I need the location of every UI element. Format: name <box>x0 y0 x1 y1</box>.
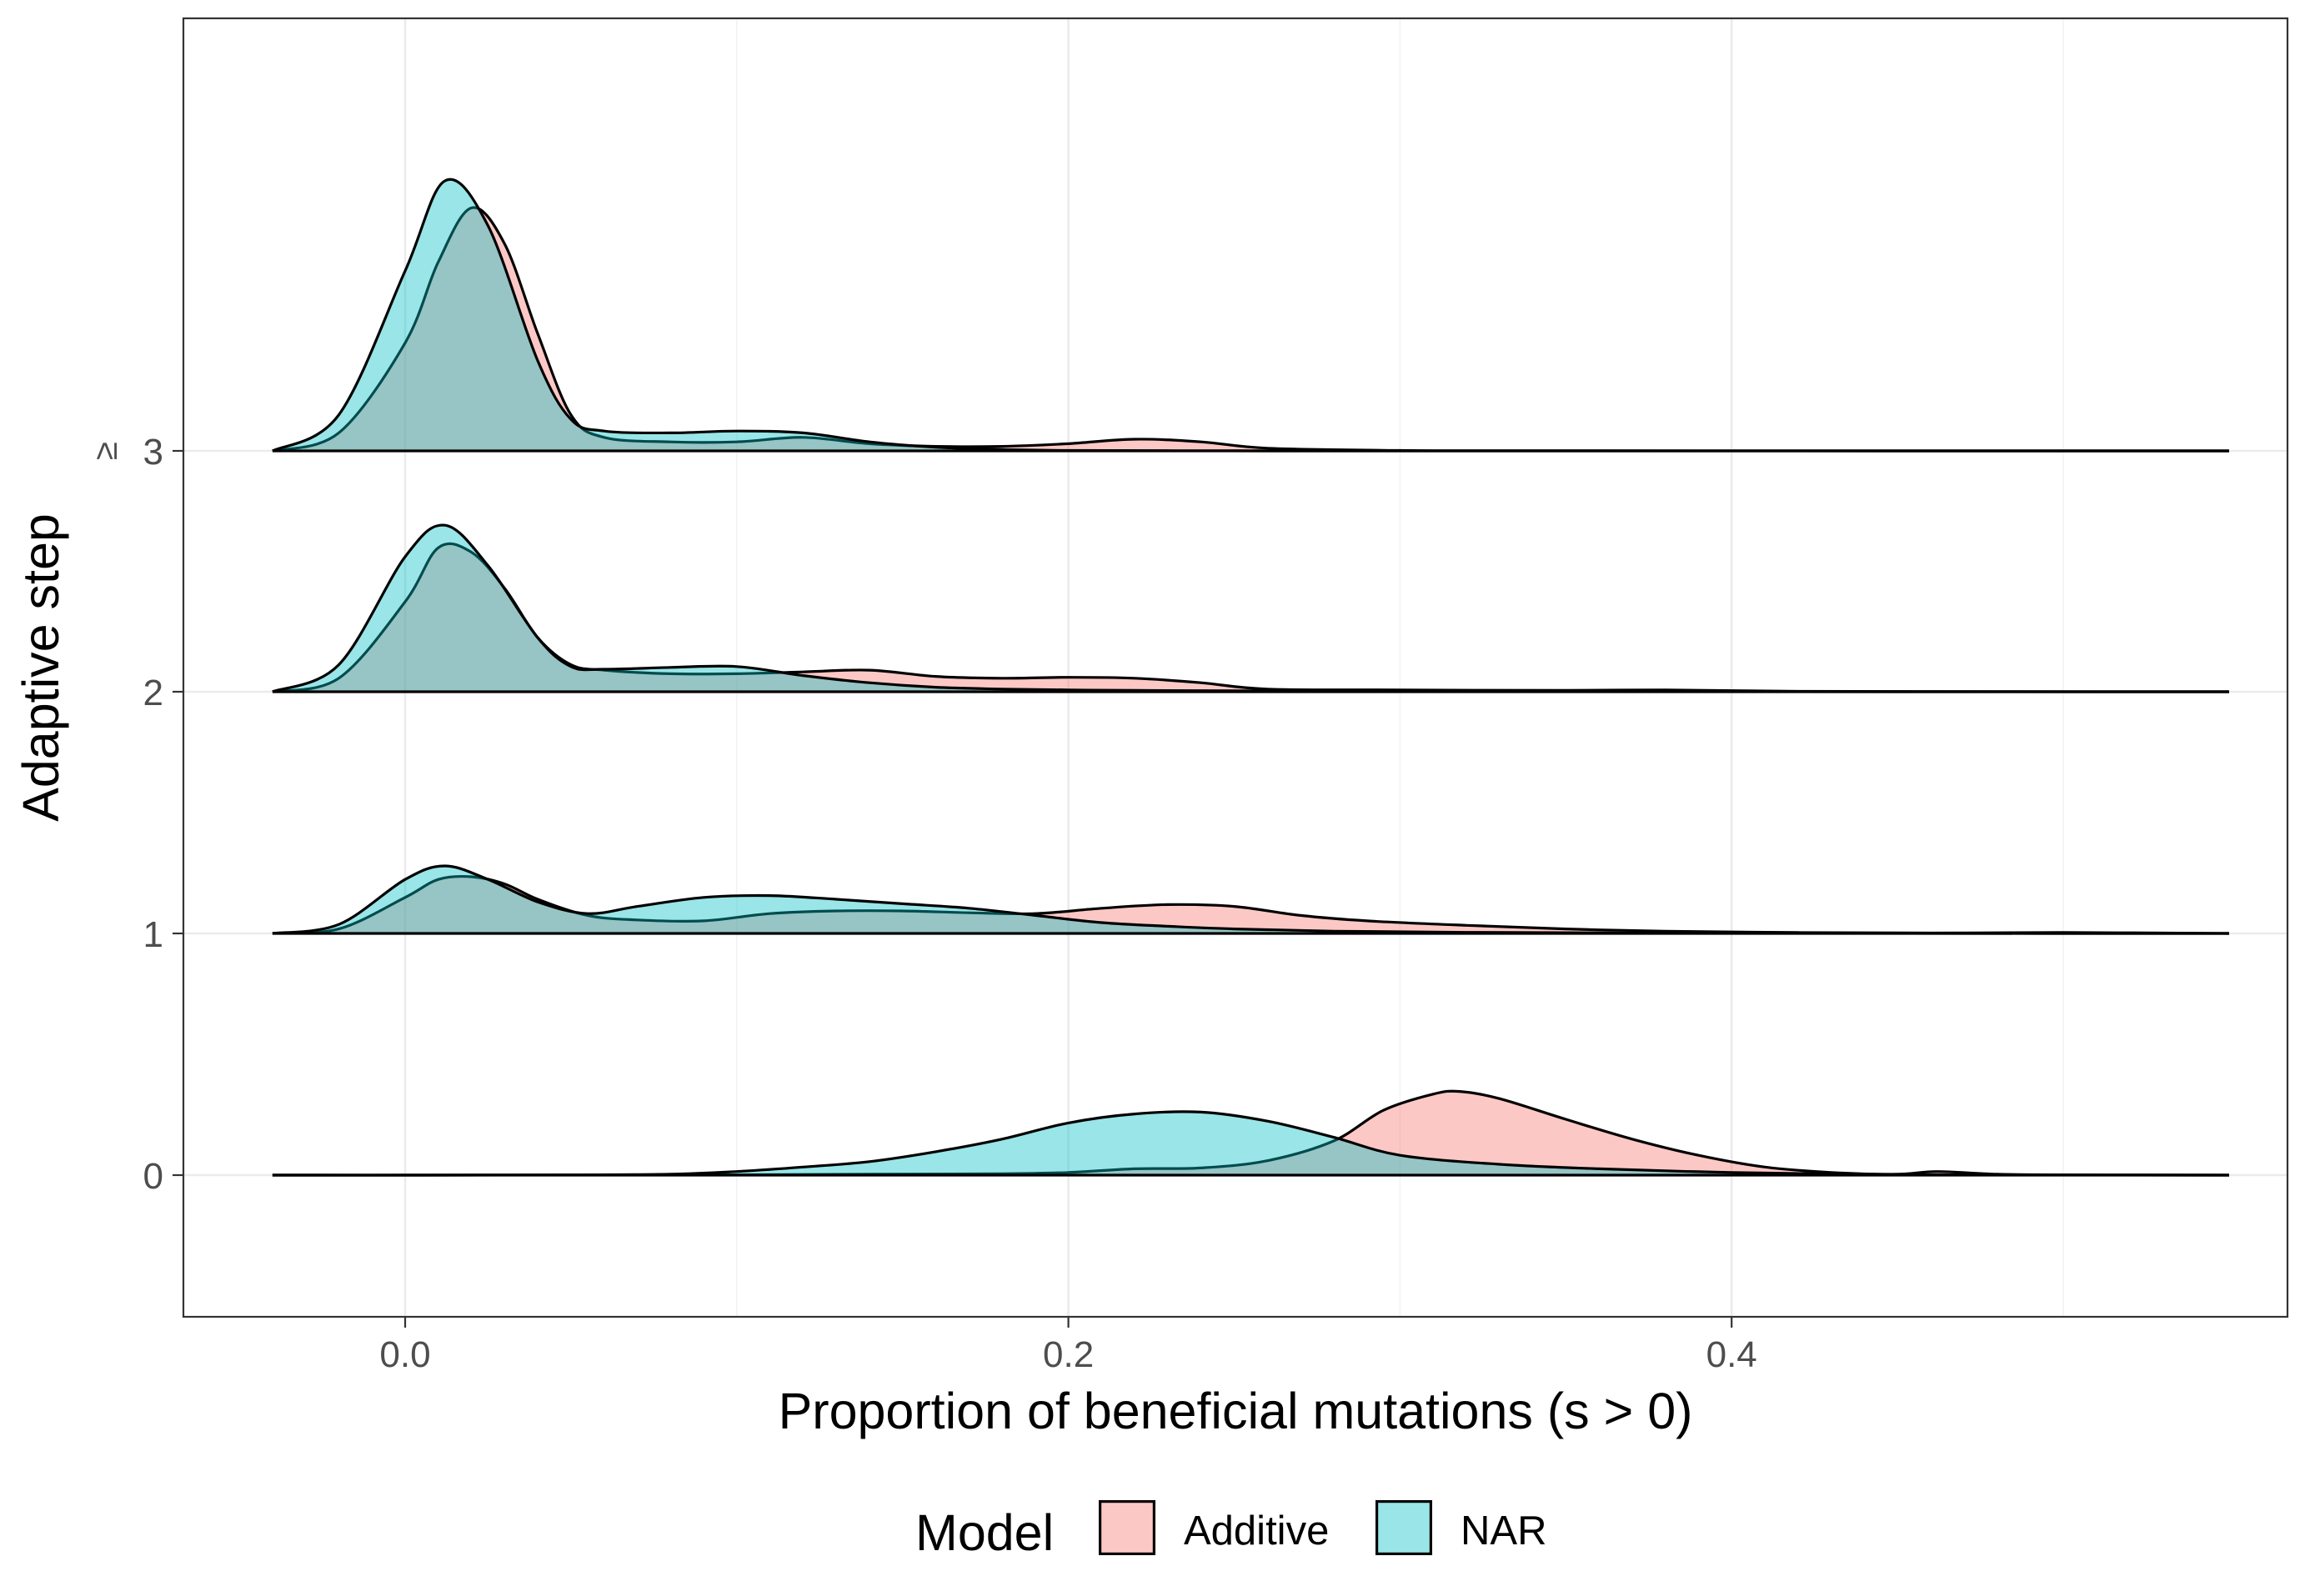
x-tick-label: 0.4 <box>1706 1334 1757 1375</box>
y-tick-label: 2 <box>143 673 163 713</box>
y-tick-symbol: ≥ <box>88 442 124 460</box>
ridge-step-0 <box>272 1089 2229 1177</box>
legend-item-additive: Additive <box>1098 1499 1329 1555</box>
x-tick-label: 0.2 <box>1043 1334 1094 1375</box>
legend-key-swatch <box>1098 1499 1155 1555</box>
legend-label: Additive <box>1184 1508 1329 1553</box>
density-area-nar-step-3 <box>272 179 2229 451</box>
y-tick-label: 1 <box>143 914 163 955</box>
density-line-additive-step-2 <box>272 542 2229 693</box>
ridge-step-1 <box>272 864 2229 935</box>
density-area-additive-step-2 <box>272 543 2229 692</box>
panel-border <box>182 17 2289 1318</box>
y-tick-label: 3 <box>143 432 163 473</box>
density-area-additive-step-1 <box>272 876 2229 933</box>
legend-key-swatch <box>1375 1499 1432 1555</box>
ridge-step-2 <box>272 523 2229 693</box>
legend-title: Model <box>915 1504 1054 1561</box>
legend-item-nar: NAR <box>1375 1499 1546 1555</box>
density-area-nar-step-1 <box>272 866 2229 933</box>
density-area-additive-step-3 <box>272 208 2229 451</box>
density-ridges <box>272 178 2229 1177</box>
y-tick-label: 0 <box>143 1156 163 1197</box>
legend: Model Additive NAR <box>915 1499 1546 1561</box>
legend-key-bg <box>1375 1500 1432 1555</box>
legend-key-bg <box>1099 1500 1155 1555</box>
x-axis-title: Proportion of beneficial mutations (s > … <box>779 1383 1693 1439</box>
x-tick-label: 0.0 <box>379 1334 430 1375</box>
legend-label: NAR <box>1461 1508 1546 1553</box>
y-axis-title: Adaptive step <box>13 513 69 822</box>
density-area-nar-step-0 <box>272 1111 2229 1176</box>
ridge-step-3 <box>272 178 2229 453</box>
panel-background <box>183 18 2287 1317</box>
axes: 0.0 0.2 0.4 0 1 2 3 ≥ <box>88 432 1757 1375</box>
